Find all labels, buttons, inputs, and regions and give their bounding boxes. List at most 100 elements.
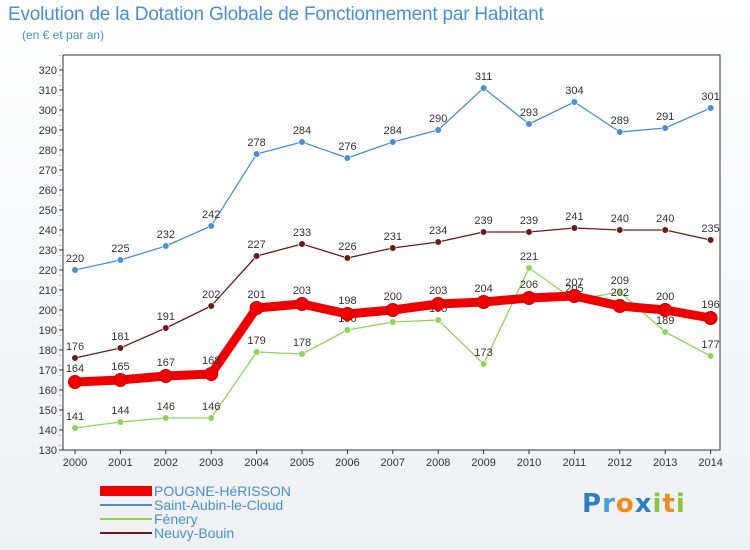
data-label-f-nery: 141 (66, 411, 84, 423)
proxiti-logo: Proxiti (582, 489, 686, 519)
data-label-pougne-h-risson: 203 (293, 285, 311, 297)
data-label-pougne-h-risson: 203 (429, 285, 447, 297)
data-point-f-nery (480, 360, 488, 368)
legend-swatch-fenery (100, 518, 152, 520)
y-tick-label: 230 (39, 245, 57, 257)
y-tick-label: 320 (39, 65, 57, 77)
data-label-f-nery: 221 (520, 251, 538, 263)
chart-legend: POUGNE-HéRISSON Saint-Aubin-le-Cloud Fén… (100, 484, 291, 540)
data-point-f-nery (298, 350, 306, 358)
data-point-saint-aubin-le-cloud (661, 124, 669, 132)
data-label-pougne-h-risson: 207 (565, 277, 583, 289)
chart-title: Evolution de la Dotation Globale de Fonc… (8, 4, 544, 25)
data-point-saint-aubin-le-cloud (298, 138, 306, 146)
data-point-saint-aubin-le-cloud (616, 128, 624, 136)
data-label-saint-aubin-le-cloud: 225 (111, 243, 129, 255)
chart-subtitle: (en € et par an) (22, 28, 105, 42)
data-point-neuvy-bouin (480, 228, 488, 236)
data-label-pougne-h-risson: 196 (701, 299, 719, 311)
data-label-saint-aubin-le-cloud: 284 (384, 125, 402, 137)
data-label-pougne-h-risson: 168 (202, 355, 220, 367)
data-label-f-nery: 178 (293, 337, 311, 349)
data-point-neuvy-bouin (298, 240, 306, 248)
x-tick-label: 2000 (63, 457, 87, 469)
data-point-pougne-h-risson (522, 291, 536, 305)
data-point-saint-aubin-le-cloud (116, 256, 124, 264)
y-tick-label: 140 (39, 425, 57, 437)
data-label-neuvy-bouin: 233 (293, 227, 311, 239)
data-label-saint-aubin-le-cloud: 278 (247, 137, 265, 149)
data-label-f-nery: 146 (202, 401, 220, 413)
data-point-neuvy-bouin (162, 324, 170, 332)
x-tick-label: 2012 (608, 457, 632, 469)
data-point-pougne-h-risson (612, 299, 627, 313)
data-label-pougne-h-risson: 200 (384, 291, 402, 303)
data-point-f-nery (661, 328, 669, 336)
data-point-pougne-h-risson (113, 373, 128, 387)
x-tick-label: 2013 (653, 457, 677, 469)
plot-area (62, 54, 721, 451)
data-label-neuvy-bouin: 226 (338, 241, 356, 253)
legend-item-saint-aubin: Saint-Aubin-le-Cloud (100, 498, 291, 512)
data-label-neuvy-bouin: 239 (474, 215, 492, 227)
y-tick-label: 250 (39, 205, 57, 217)
x-tick-label: 2002 (154, 457, 178, 469)
data-label-neuvy-bouin: 202 (202, 289, 220, 301)
data-label-saint-aubin-le-cloud: 290 (429, 113, 447, 125)
data-point-neuvy-bouin (661, 226, 669, 234)
data-point-pougne-h-risson (658, 303, 673, 317)
x-tick-label: 2014 (698, 457, 722, 469)
x-tick-label: 2010 (517, 457, 541, 469)
data-label-pougne-h-risson: 204 (474, 283, 492, 295)
data-label-neuvy-bouin: 241 (565, 211, 583, 223)
data-point-pougne-h-risson (158, 369, 173, 383)
legend-swatch-neuvy-bouin (100, 532, 152, 534)
x-tick-label: 2003 (199, 457, 223, 469)
x-tick-label: 2001 (108, 457, 132, 469)
legend-swatch-saint-aubin (100, 504, 152, 506)
data-point-saint-aubin-le-cloud (706, 104, 715, 112)
data-label-neuvy-bouin: 181 (111, 331, 129, 343)
data-label-saint-aubin-le-cloud: 276 (338, 141, 356, 153)
data-point-f-nery (162, 414, 170, 422)
data-label-saint-aubin-le-cloud: 301 (701, 91, 719, 103)
data-label-f-nery: 177 (701, 339, 719, 351)
y-tick-label: 190 (39, 325, 57, 337)
data-point-f-nery (253, 348, 261, 356)
legend-item-fenery: Fénery (100, 512, 291, 526)
y-tick-label: 270 (39, 165, 57, 177)
y-tick-label: 290 (39, 125, 57, 137)
legend-label-fenery: Fénery (154, 511, 198, 527)
data-label-neuvy-bouin: 227 (247, 239, 265, 251)
data-label-saint-aubin-le-cloud: 232 (157, 229, 175, 241)
data-label-saint-aubin-le-cloud: 293 (520, 107, 538, 119)
legend-swatch-pougne-herisson (100, 486, 152, 496)
data-label-saint-aubin-le-cloud: 304 (565, 85, 583, 97)
data-point-f-nery (343, 326, 352, 334)
data-point-saint-aubin-le-cloud (343, 154, 352, 162)
data-point-f-nery (71, 424, 79, 432)
data-label-f-nery: 179 (247, 335, 265, 347)
data-label-neuvy-bouin: 240 (656, 213, 674, 225)
data-point-pougne-h-risson (340, 307, 355, 321)
data-label-pougne-h-risson: 206 (520, 279, 538, 291)
data-label-saint-aubin-le-cloud: 220 (66, 253, 84, 265)
data-point-neuvy-bouin (570, 224, 579, 232)
data-label-pougne-h-risson: 201 (247, 289, 265, 301)
data-point-neuvy-bouin (207, 302, 215, 310)
data-label-f-nery: 189 (656, 315, 674, 327)
data-point-saint-aubin-le-cloud (207, 222, 215, 230)
y-tick-label: 260 (39, 185, 57, 197)
data-label-neuvy-bouin: 231 (384, 231, 402, 243)
data-point-pougne-h-risson (476, 295, 491, 309)
y-tick-label: 130 (39, 445, 57, 457)
data-label-f-nery: 173 (474, 347, 492, 359)
data-label-neuvy-bouin: 235 (701, 223, 719, 235)
data-point-pougne-h-risson (68, 375, 82, 389)
x-tick-label: 2007 (381, 457, 405, 469)
y-tick-label: 210 (39, 285, 57, 297)
y-tick-label: 310 (39, 85, 57, 97)
data-point-f-nery (434, 316, 442, 324)
data-label-saint-aubin-le-cloud: 291 (656, 111, 674, 123)
data-point-neuvy-bouin (706, 236, 715, 244)
